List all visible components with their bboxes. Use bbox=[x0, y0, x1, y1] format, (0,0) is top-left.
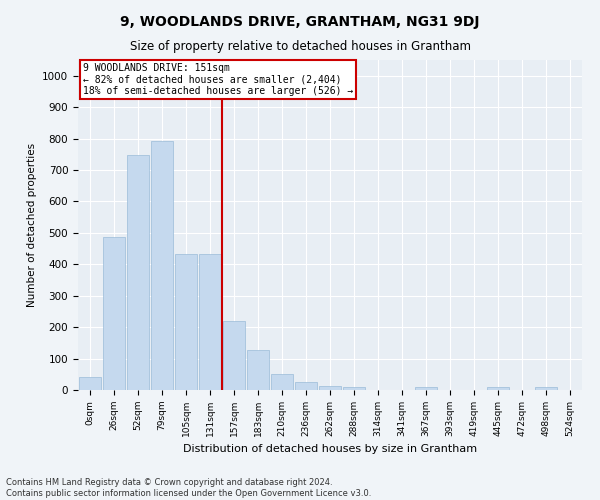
Text: 9, WOODLANDS DRIVE, GRANTHAM, NG31 9DJ: 9, WOODLANDS DRIVE, GRANTHAM, NG31 9DJ bbox=[120, 15, 480, 29]
Bar bbox=[103, 237, 125, 390]
Bar bbox=[271, 374, 293, 390]
Bar bbox=[343, 387, 365, 390]
Y-axis label: Number of detached properties: Number of detached properties bbox=[26, 143, 37, 307]
Bar bbox=[247, 350, 269, 390]
Bar bbox=[223, 322, 245, 390]
Bar bbox=[175, 254, 197, 390]
Bar bbox=[535, 388, 557, 390]
Bar bbox=[151, 141, 173, 390]
Text: Contains HM Land Registry data © Crown copyright and database right 2024.
Contai: Contains HM Land Registry data © Crown c… bbox=[6, 478, 371, 498]
Text: 9 WOODLANDS DRIVE: 151sqm
← 82% of detached houses are smaller (2,404)
18% of se: 9 WOODLANDS DRIVE: 151sqm ← 82% of detac… bbox=[83, 64, 353, 96]
Bar bbox=[79, 377, 101, 390]
Bar bbox=[295, 382, 317, 390]
Text: Size of property relative to detached houses in Grantham: Size of property relative to detached ho… bbox=[130, 40, 470, 53]
Bar bbox=[415, 388, 437, 390]
Bar bbox=[127, 155, 149, 390]
Bar bbox=[487, 388, 509, 390]
Bar bbox=[319, 386, 341, 390]
X-axis label: Distribution of detached houses by size in Grantham: Distribution of detached houses by size … bbox=[183, 444, 477, 454]
Bar bbox=[199, 254, 221, 390]
